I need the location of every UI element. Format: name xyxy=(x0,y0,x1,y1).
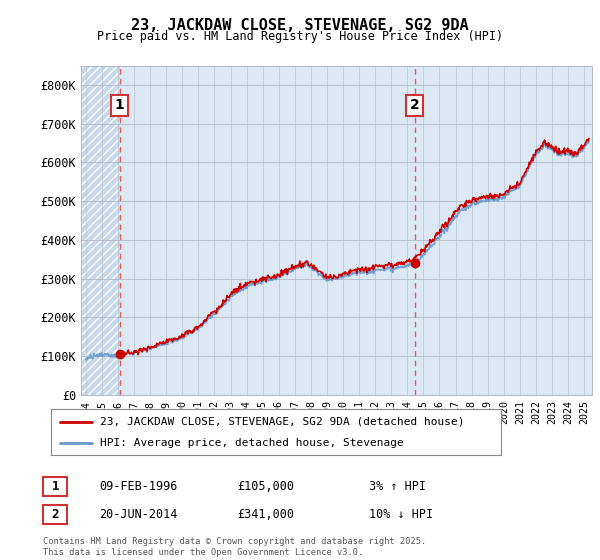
Text: 1: 1 xyxy=(115,98,124,112)
Text: HPI: Average price, detached house, Stevenage: HPI: Average price, detached house, Stev… xyxy=(101,438,404,448)
Text: 09-FEB-1996: 09-FEB-1996 xyxy=(99,480,178,493)
Text: Price paid vs. HM Land Registry's House Price Index (HPI): Price paid vs. HM Land Registry's House … xyxy=(97,30,503,43)
Text: 10% ↓ HPI: 10% ↓ HPI xyxy=(369,508,433,521)
Text: £341,000: £341,000 xyxy=(237,508,294,521)
Text: 2: 2 xyxy=(410,98,419,112)
Text: Contains HM Land Registry data © Crown copyright and database right 2025.
This d: Contains HM Land Registry data © Crown c… xyxy=(43,537,427,557)
Bar xyxy=(81,66,119,395)
Text: 2: 2 xyxy=(52,508,59,521)
Bar xyxy=(81,66,119,395)
Text: 20-JUN-2014: 20-JUN-2014 xyxy=(99,508,178,521)
Text: 23, JACKDAW CLOSE, STEVENAGE, SG2 9DA: 23, JACKDAW CLOSE, STEVENAGE, SG2 9DA xyxy=(131,18,469,34)
Text: 23, JACKDAW CLOSE, STEVENAGE, SG2 9DA (detached house): 23, JACKDAW CLOSE, STEVENAGE, SG2 9DA (d… xyxy=(101,417,465,427)
Text: 1: 1 xyxy=(52,480,59,493)
Text: £105,000: £105,000 xyxy=(237,480,294,493)
Text: 3% ↑ HPI: 3% ↑ HPI xyxy=(369,480,426,493)
